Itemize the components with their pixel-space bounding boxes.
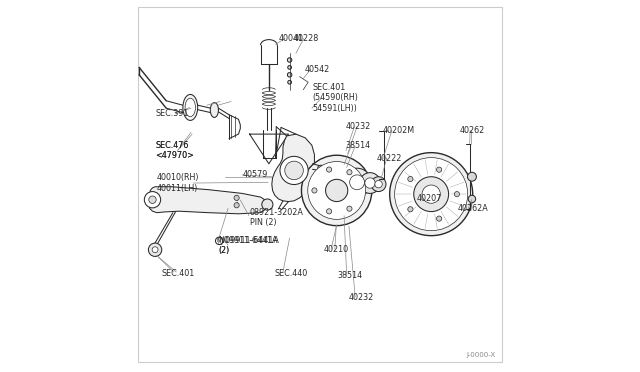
Circle shape [216, 237, 223, 244]
Circle shape [287, 73, 292, 77]
Circle shape [365, 178, 375, 188]
Circle shape [280, 156, 308, 185]
Polygon shape [272, 134, 314, 202]
Text: SEC.476
<47970>: SEC.476 <47970> [155, 141, 194, 160]
Text: 38514: 38514 [345, 141, 371, 151]
Circle shape [326, 167, 332, 172]
Circle shape [360, 173, 380, 193]
Circle shape [395, 158, 468, 231]
Circle shape [262, 199, 273, 210]
Text: N: N [217, 238, 221, 243]
Circle shape [234, 195, 239, 201]
Text: 40232: 40232 [349, 293, 374, 302]
Circle shape [312, 188, 317, 193]
Text: ⓝ 09911-6441A
(2): ⓝ 09911-6441A (2) [218, 235, 279, 255]
Text: 40202M: 40202M [382, 126, 414, 135]
Circle shape [288, 65, 291, 69]
Circle shape [287, 58, 292, 62]
Text: 38514: 38514 [338, 271, 363, 280]
Circle shape [326, 209, 332, 214]
Text: 40579: 40579 [243, 170, 268, 179]
Ellipse shape [185, 98, 195, 117]
Text: SEC.401: SEC.401 [161, 269, 195, 278]
Text: SEC.440: SEC.440 [275, 269, 308, 278]
Circle shape [371, 177, 386, 192]
Circle shape [288, 80, 291, 84]
Circle shape [148, 196, 156, 203]
Circle shape [375, 180, 382, 188]
Text: 40210: 40210 [324, 244, 349, 253]
Circle shape [308, 161, 365, 219]
Ellipse shape [211, 103, 218, 118]
Circle shape [301, 155, 372, 226]
Polygon shape [148, 187, 268, 214]
Circle shape [436, 216, 442, 221]
Text: SEC.476
<47970>: SEC.476 <47970> [155, 141, 194, 160]
Circle shape [408, 207, 413, 212]
Circle shape [467, 172, 476, 181]
Circle shape [436, 167, 442, 172]
Text: 40262: 40262 [460, 126, 485, 135]
Circle shape [390, 153, 473, 235]
Text: 08921-3202A
PIN (2): 08921-3202A PIN (2) [250, 208, 303, 227]
Circle shape [343, 168, 371, 196]
Text: 40262A: 40262A [458, 205, 488, 214]
Circle shape [422, 185, 440, 203]
Circle shape [408, 176, 413, 182]
Text: 40228: 40228 [293, 34, 319, 43]
Circle shape [145, 192, 161, 208]
Circle shape [326, 179, 348, 202]
Text: SEC.401
(54590(RH)
54591(LH)): SEC.401 (54590(RH) 54591(LH)) [312, 83, 358, 113]
Circle shape [347, 206, 352, 211]
Text: 40232: 40232 [345, 122, 371, 131]
Text: 40542: 40542 [305, 65, 330, 74]
Text: 40207: 40207 [417, 195, 442, 203]
Text: J-0000-X: J-0000-X [467, 352, 496, 358]
Text: 40222: 40222 [376, 154, 402, 163]
Text: 40041: 40041 [278, 34, 303, 43]
Circle shape [349, 175, 364, 190]
Circle shape [234, 203, 239, 208]
FancyBboxPatch shape [138, 7, 502, 362]
Circle shape [152, 247, 158, 253]
Circle shape [454, 192, 460, 197]
Circle shape [347, 170, 352, 175]
Circle shape [148, 243, 162, 256]
Circle shape [468, 195, 476, 203]
Text: N09911-6441A
(2): N09911-6441A (2) [218, 235, 278, 255]
Circle shape [318, 165, 324, 171]
Circle shape [413, 177, 449, 212]
Circle shape [285, 161, 303, 180]
Text: SEC.391: SEC.391 [155, 109, 188, 118]
Ellipse shape [183, 94, 198, 121]
Text: 40010(RH)
40011(LH): 40010(RH) 40011(LH) [157, 173, 200, 193]
